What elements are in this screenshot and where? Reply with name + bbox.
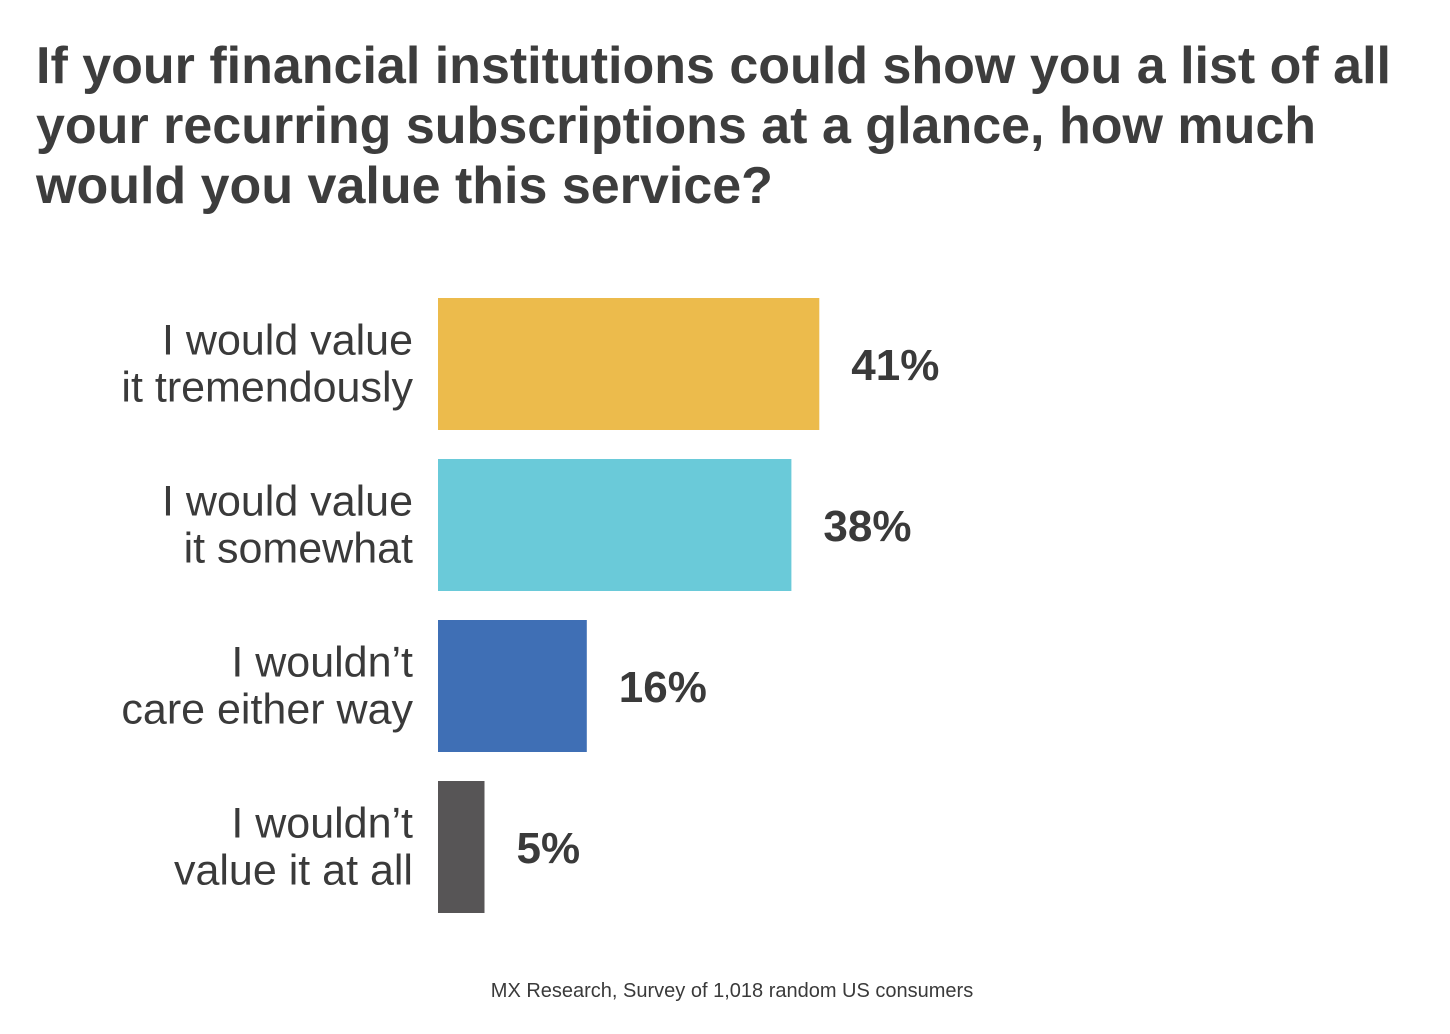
bar-2 <box>438 459 792 591</box>
bar-1 <box>438 298 820 430</box>
category-label-2: I would value it somewhat <box>162 478 413 573</box>
bar-4 <box>438 781 485 913</box>
bar-chart: I would value it tremendously 41%I would v… <box>121 298 939 913</box>
category-label-line: value it at all <box>174 847 413 895</box>
value-label-4: 5% <box>517 824 581 873</box>
category-label-line: care either way <box>121 686 413 734</box>
category-label-line: it somewhat <box>184 525 413 573</box>
bar-3 <box>438 620 587 752</box>
category-label-3: I wouldn’t care either way <box>121 639 413 734</box>
category-label-line: I wouldn’t <box>231 800 413 848</box>
category-label-line: I would value <box>162 317 413 365</box>
chart-title: If your financial institutions could sho… <box>36 37 1391 215</box>
category-label-line: I would value <box>162 478 413 526</box>
value-label-1: 41% <box>851 341 939 390</box>
category-label-1: I would value it tremendously <box>121 317 413 412</box>
category-label-line: I wouldn’t <box>231 639 413 687</box>
value-label-2: 38% <box>823 502 911 551</box>
category-label-line: it tremendously <box>121 364 413 412</box>
category-label-4: I wouldn’t value it at all <box>174 800 413 895</box>
source-note: MX Research, Survey of 1,018 random US c… <box>490 980 974 1002</box>
value-label-3: 16% <box>619 663 707 712</box>
